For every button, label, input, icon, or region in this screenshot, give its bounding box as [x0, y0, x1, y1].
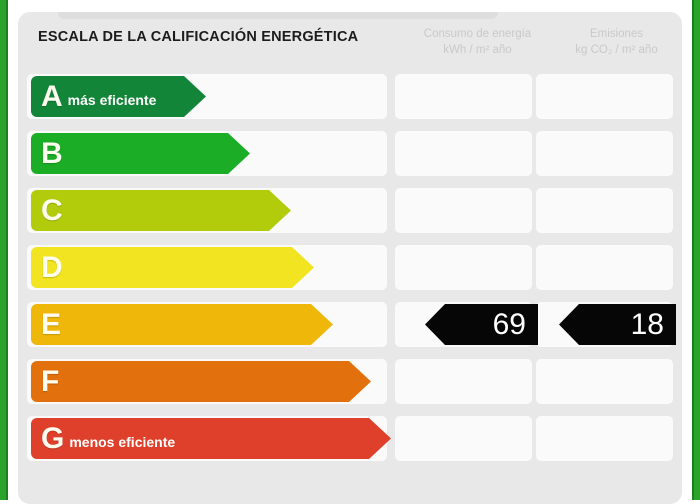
rating-letter-e: E: [41, 307, 62, 341]
rating-sublabel-a: más eficiente: [67, 91, 157, 108]
column-header-consumo-line1: Consumo de energía: [423, 28, 532, 40]
rating-row-c: C: [18, 182, 682, 238]
rating-bar-d: D: [31, 247, 314, 288]
rating-bar-e: E: [31, 304, 333, 345]
rating-row-e: E 69 18: [18, 296, 682, 352]
badge-emisiones: 18: [559, 304, 676, 345]
rating-bar-c: C: [31, 190, 291, 231]
consumo-cell-a: [395, 74, 532, 119]
column-header-emisiones-line1: Emisiones: [589, 28, 644, 40]
rating-row-d: D: [18, 239, 682, 295]
emisiones-cell-d: [536, 245, 673, 290]
column-header-consumo: Consumo de energía kWh / m² año: [395, 26, 560, 58]
rating-letter-d: D: [41, 250, 63, 284]
page-title: ESCALA DE LA CALIFICACIÓN ENERGÉTICA: [38, 29, 359, 45]
emisiones-cell-c: [536, 188, 673, 233]
rating-row-b: B: [18, 125, 682, 181]
emisiones-cell-g: [536, 416, 673, 461]
rating-bar-b: B: [31, 133, 250, 174]
rating-letter-f: F: [41, 364, 60, 398]
column-header-emisiones: Emisiones kg CO₂ / m² año: [534, 26, 699, 58]
frame-stripe-right: [692, 0, 700, 500]
badge-consumo-value: 69: [492, 307, 526, 341]
consumo-cell-f: [395, 359, 532, 404]
emisiones-cell-b: [536, 131, 673, 176]
consumo-cell-d: [395, 245, 532, 290]
card-top-sliver: [58, 12, 498, 19]
consumo-cell-c: [395, 188, 532, 233]
frame-stripe-left: [0, 0, 8, 500]
rating-sublabel-g: menos eficiente: [69, 433, 176, 450]
emisiones-cell-f: [536, 359, 673, 404]
consumo-cell-g: [395, 416, 532, 461]
rating-letter-c: C: [41, 193, 63, 227]
column-header-consumo-line2: kWh / m² año: [443, 44, 512, 56]
badge-emisiones-value: 18: [630, 307, 664, 341]
rating-row-f: F: [18, 353, 682, 409]
consumo-cell-b: [395, 131, 532, 176]
rating-card: ESCALA DE LA CALIFICACIÓN ENERGÉTICA Con…: [18, 12, 682, 504]
rating-bar-f: F: [31, 361, 371, 402]
rating-letter-g: G: [41, 421, 65, 455]
badge-consumo: 69: [425, 304, 538, 345]
emisiones-cell-a: [536, 74, 673, 119]
column-header-emisiones-line2: kg CO₂ / m² año: [575, 44, 658, 56]
rating-letter-b: B: [41, 136, 63, 170]
rating-letter-a: A: [41, 79, 63, 113]
